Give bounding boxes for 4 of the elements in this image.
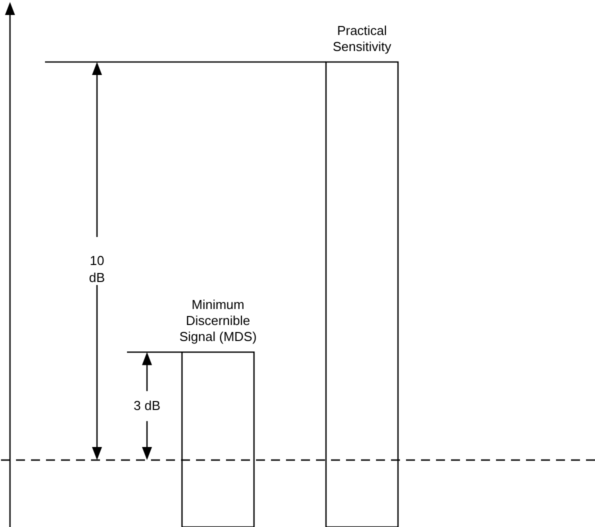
x-tick-label: Practical Sensitivity bbox=[332, 23, 392, 54]
annotation: 10 dB bbox=[89, 253, 105, 286]
annotation: 3 dB bbox=[134, 398, 160, 414]
x-tick-label: Minimum Discernible Signal (MDS) bbox=[179, 297, 257, 344]
